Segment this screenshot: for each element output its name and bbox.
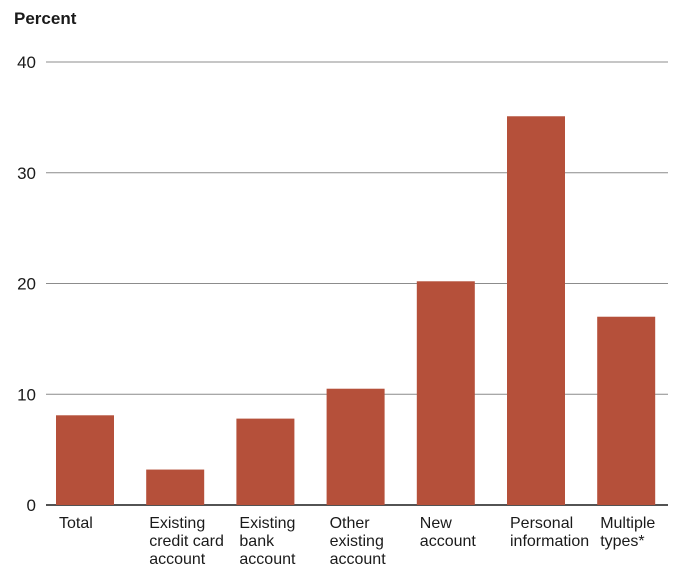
x-tick-label: Other (330, 515, 371, 532)
x-tick-label: Personal (510, 515, 573, 532)
x-tick-label: information (510, 533, 589, 550)
bar (56, 415, 114, 505)
y-tick-label: 30 (17, 164, 36, 183)
y-tick-label: 0 (27, 496, 36, 515)
bar (597, 316, 656, 505)
bar (146, 469, 205, 505)
bar (236, 418, 295, 505)
x-tick-label: New (420, 515, 452, 532)
x-tick-label: Multiple (600, 515, 655, 532)
y-axis-label: Percent (14, 9, 77, 28)
x-tick-label: account (239, 551, 296, 568)
y-axis-ticks: 0 10 20 30 40 (17, 53, 36, 515)
x-tick-label: account (330, 551, 387, 568)
x-tick-label: account (149, 551, 206, 568)
y-tick-label: 10 (17, 385, 36, 404)
x-tick-label: account (420, 533, 477, 550)
bar (416, 281, 475, 505)
x-tick-label: Total (59, 515, 93, 532)
x-tick-label: Existing (149, 515, 205, 532)
x-tick-label: bank (239, 533, 275, 550)
y-tick-label: 40 (17, 53, 36, 72)
y-tick-label: 20 (17, 275, 36, 294)
bars (56, 116, 656, 505)
bar (507, 116, 565, 505)
bar (326, 388, 385, 505)
x-tick-label: existing (330, 533, 384, 550)
x-tick-label: types* (600, 533, 644, 550)
x-tick-label: credit card (149, 533, 224, 550)
x-tick-label: Existing (239, 515, 295, 532)
